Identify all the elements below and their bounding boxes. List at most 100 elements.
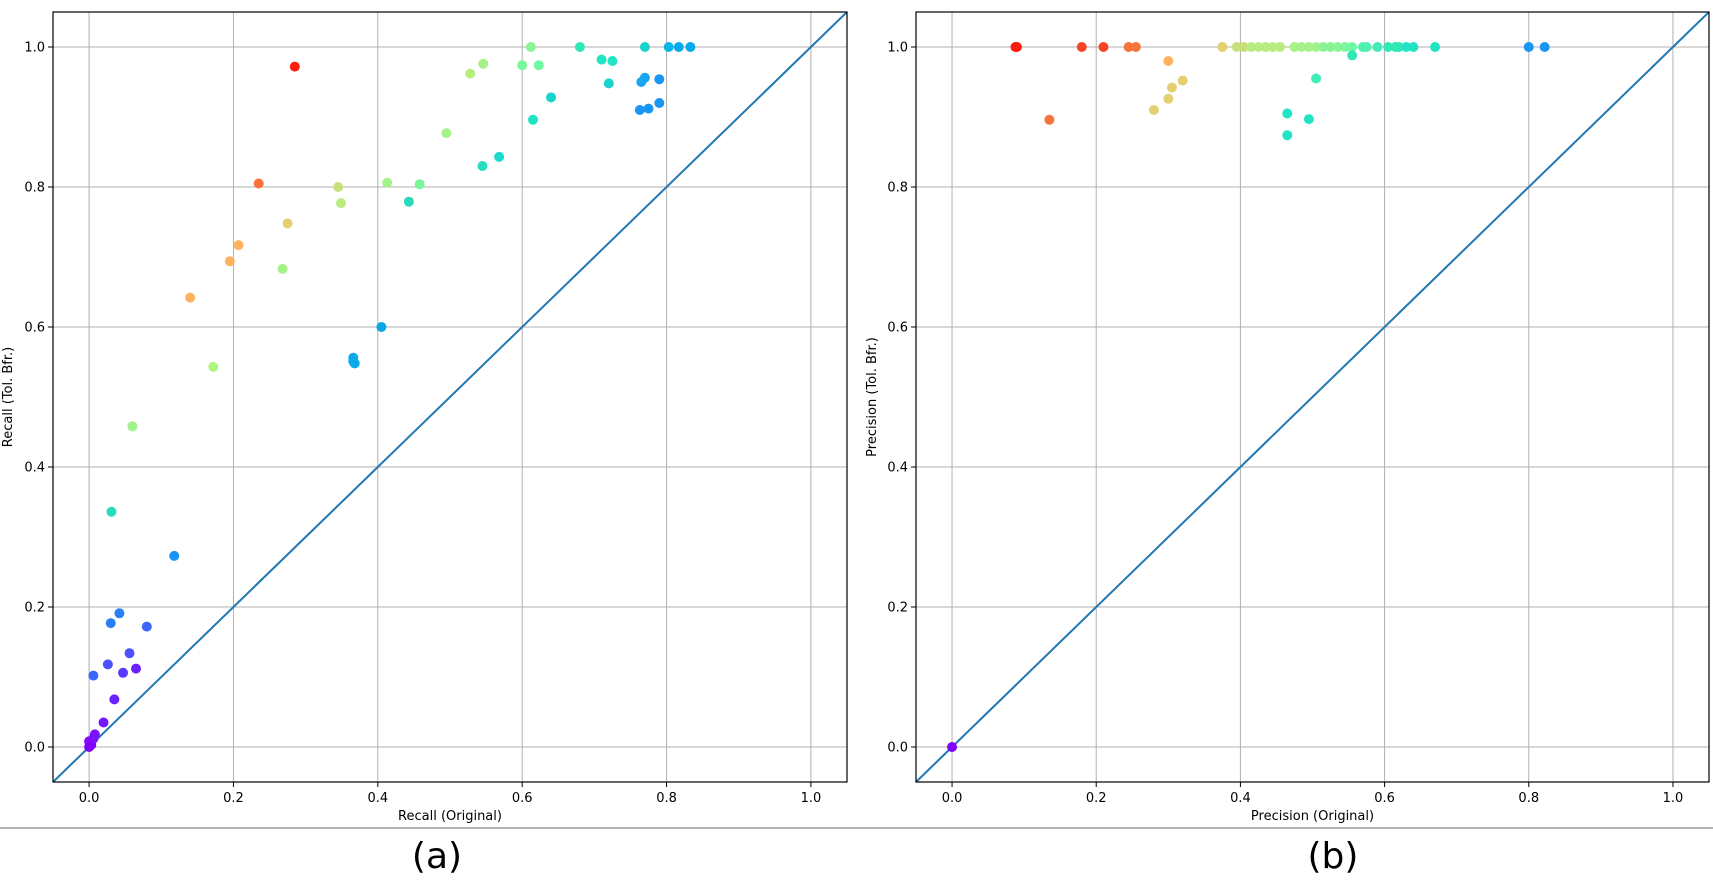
scatter-point	[1311, 42, 1322, 52]
scatter-point	[131, 663, 142, 674]
scatter-point	[282, 218, 293, 229]
x-tick-label: 0.2	[1086, 791, 1107, 806]
y-tick-label: 0.0	[24, 741, 45, 756]
scatter-point	[441, 128, 452, 139]
scatter-point	[1275, 42, 1286, 52]
scatter-point	[376, 322, 387, 332]
scatter-point	[1148, 105, 1159, 115]
scatter-point	[1282, 130, 1293, 141]
x-tick-label: 0.6	[1374, 791, 1395, 806]
scatter-point	[1282, 108, 1293, 119]
scatter-point	[494, 151, 505, 162]
x-axis-label: Recall (Original)	[398, 809, 502, 824]
scatter-point	[1289, 42, 1300, 52]
y-tick-label: 0.4	[24, 461, 45, 476]
y-tick-label: 0.6	[887, 321, 908, 336]
scatter-point	[1347, 42, 1358, 52]
scatter-point	[89, 729, 100, 740]
scatter-point	[224, 256, 235, 267]
scatter-point	[233, 240, 244, 251]
scatter-point	[253, 178, 264, 189]
scatter-point	[663, 42, 674, 52]
scatter-point	[1163, 56, 1174, 66]
scatter-point	[141, 621, 152, 632]
scatter-point	[1011, 42, 1022, 52]
x-tick-label: 1.0	[1663, 791, 1684, 806]
scatter-point	[1166, 82, 1177, 93]
y-tick-label: 0.2	[887, 601, 908, 616]
y-axis-label: Recall (Tol. Bfr.)	[1, 347, 16, 447]
scatter-point	[185, 292, 196, 303]
scatter-point	[1523, 42, 1534, 52]
scatter-point	[336, 198, 347, 209]
scatter-point	[1303, 42, 1314, 52]
scatter-point	[1044, 114, 1055, 125]
plot-frame	[915, 11, 1710, 783]
scatter-point	[947, 742, 958, 752]
x-tick-label: 0.6	[512, 791, 533, 806]
scatter-point	[1361, 42, 1372, 52]
scatter-point	[603, 78, 614, 89]
scatter-point	[114, 608, 125, 619]
x-tick-label: 0.4	[367, 791, 388, 806]
scatter-point	[1123, 42, 1134, 52]
scatter-point	[517, 60, 528, 71]
x-tick-label: 0.0	[942, 791, 963, 806]
scatter-point	[685, 42, 696, 52]
scatter-point	[1260, 42, 1271, 52]
scatter-point	[289, 61, 300, 72]
x-tick-label: 0.8	[1518, 791, 1539, 806]
scatter-point	[277, 263, 288, 274]
scatter-point	[403, 196, 414, 207]
scatter-point	[1267, 42, 1278, 52]
scatter-point	[596, 54, 607, 65]
panel-b: 0.0 0.2 0.4 0.6 0.8 1.0 0.0 0.2 0.4 0.6 0.8 1.0 Prec…	[865, 11, 1710, 877]
diagonal-reference-line	[53, 12, 847, 782]
scatter-point	[574, 42, 585, 52]
scatter-point	[349, 358, 360, 369]
scatter-point	[1539, 42, 1550, 52]
scatter-point	[1231, 42, 1242, 52]
x-tick-label: 0.4	[1230, 791, 1251, 806]
scatter-point	[105, 618, 116, 629]
scatter-point	[673, 42, 684, 52]
scatter-point	[533, 60, 544, 71]
scatter-point	[1332, 42, 1343, 52]
scatter-point	[1408, 42, 1419, 52]
scatter-point	[607, 56, 618, 66]
x-tick-label: 0.0	[79, 791, 100, 806]
x-tick-label: 0.8	[656, 791, 677, 806]
scatter-point	[208, 361, 219, 372]
y-axis-label: Precision (Tol. Bfr.)	[865, 337, 880, 457]
scatter-point	[546, 92, 557, 103]
scatter-point	[1394, 42, 1405, 52]
x-axis-label: Precision (Original)	[1251, 809, 1374, 824]
y-tick-label: 0.0	[887, 741, 908, 756]
scatter-point	[465, 68, 476, 79]
scatter-point	[1383, 42, 1394, 52]
y-tick-label: 1.0	[887, 41, 908, 56]
scatter-point	[1401, 42, 1412, 52]
x-tick-label: 1.0	[801, 791, 822, 806]
scatter-point	[1430, 42, 1441, 52]
panel-a: 0.0 0.2 0.4 0.6 0.8 1.0 0.0 0.2 0.4 0.6 0.8 1.0 Reca…	[1, 11, 848, 877]
scatter-point	[169, 550, 180, 561]
plot-frame	[52, 11, 848, 783]
scatter-point	[1217, 42, 1228, 52]
y-tick-label: 0.2	[24, 601, 45, 616]
scatter-point	[382, 177, 393, 188]
scatter-point	[528, 114, 539, 125]
y-tick-label: 1.0	[24, 41, 45, 56]
x-tick-label: 0.2	[223, 791, 244, 806]
scatter-point	[109, 694, 120, 705]
panel-label: (b)	[1308, 836, 1359, 877]
scatter-point	[1246, 42, 1257, 52]
scatter-point	[1311, 73, 1322, 84]
scatter-point	[654, 74, 665, 85]
scatter-point	[106, 506, 117, 517]
scatter-point	[1339, 42, 1350, 52]
scatter-point	[1303, 114, 1314, 125]
scatter-point	[98, 717, 109, 728]
scatter-point	[1076, 42, 1087, 52]
